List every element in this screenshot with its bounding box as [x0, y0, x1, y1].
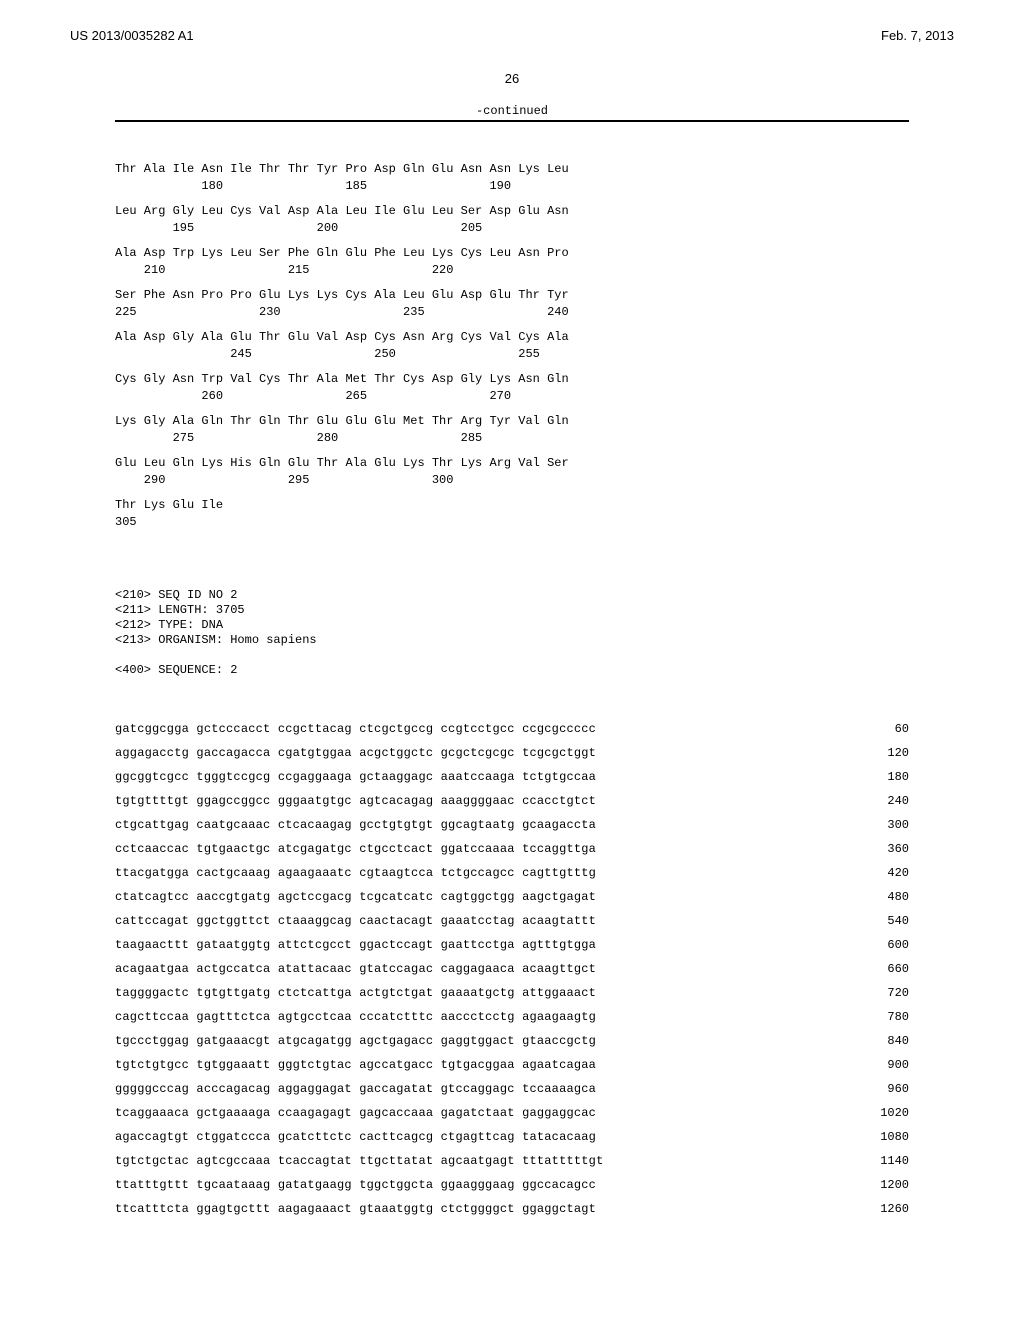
dna-sequence-text: ttcatttcta ggagtgcttt aagagaaact gtaaatg…: [115, 1202, 596, 1217]
protein-sequence-row: Ala Asp Trp Lys Leu Ser Phe Gln Glu Phe …: [115, 246, 909, 261]
dna-sequence-position: 900: [843, 1058, 909, 1073]
dna-sequence-row: agaccagtgt ctggatccca gcatcttctc cacttca…: [115, 1130, 909, 1145]
dna-sequence-text: tgtctgtgcc tgtggaaatt gggtctgtac agccatg…: [115, 1058, 596, 1073]
dna-sequence-position: 600: [843, 938, 909, 953]
dna-sequence-position: 720: [843, 986, 909, 1001]
divider-line: [115, 120, 909, 122]
dna-sequence-row: ttcatttcta ggagtgcttt aagagaaact gtaaatg…: [115, 1202, 909, 1217]
sequence-meta-seq_id: <210> SEQ ID NO 2: [115, 588, 909, 603]
dna-sequence-row: cctcaaccac tgtgaactgc atcgagatgc ctgcctc…: [115, 842, 909, 857]
dna-sequence-position: 1020: [843, 1106, 909, 1121]
dna-sequence-text: taggggactc tgtgttgatg ctctcattga actgtct…: [115, 986, 596, 1001]
dna-sequence-position: 960: [843, 1082, 909, 1097]
dna-sequence-position: 780: [843, 1010, 909, 1025]
dna-sequence-row: tgtgttttgt ggagccggcc gggaatgtgc agtcaca…: [115, 794, 909, 809]
protein-sequence-row: Cys Gly Asn Trp Val Cys Thr Ala Met Thr …: [115, 372, 909, 387]
dna-sequence-position: 420: [843, 866, 909, 881]
protein-position-row: 195 200 205: [115, 221, 909, 236]
dna-sequence-row: gatcggcgga gctcccacct ccgcttacag ctcgctg…: [115, 722, 909, 737]
protein-position-row: 210 215 220: [115, 263, 909, 278]
dna-sequence-text: acagaatgaa actgccatca atattacaac gtatcca…: [115, 962, 596, 977]
dna-sequence-text: cagcttccaa gagtttctca agtgcctcaa cccatct…: [115, 1010, 596, 1025]
dna-sequence-row: tgccctggag gatgaaacgt atgcagatgg agctgag…: [115, 1034, 909, 1049]
dna-sequence-text: tcaggaaaca gctgaaaaga ccaagagagt gagcacc…: [115, 1106, 596, 1121]
publication-date: Feb. 7, 2013: [881, 28, 954, 43]
dna-sequence-text: aggagacctg gaccagacca cgatgtggaa acgctgg…: [115, 746, 596, 761]
dna-sequence-position: 540: [843, 914, 909, 929]
dna-sequence-position: 480: [843, 890, 909, 905]
dna-sequence-text: cattccagat ggctggttct ctaaaggcag caactac…: [115, 914, 596, 929]
dna-sequence-position: 660: [843, 962, 909, 977]
dna-sequence-row: acagaatgaa actgccatca atattacaac gtatcca…: [115, 962, 909, 977]
page-number: 26: [0, 71, 1024, 86]
dna-sequence-row: tgtctgtgcc tgtggaaatt gggtctgtac agccatg…: [115, 1058, 909, 1073]
dna-sequence-position: 840: [843, 1034, 909, 1049]
dna-sequence-position: 180: [843, 770, 909, 785]
protein-sequence-row: Leu Arg Gly Leu Cys Val Asp Ala Leu Ile …: [115, 204, 909, 219]
dna-sequence-text: ggcggtcgcc tgggtccgcg ccgaggaaga gctaagg…: [115, 770, 596, 785]
dna-sequence-text: ctgcattgag caatgcaaac ctcacaagag gcctgtg…: [115, 818, 596, 833]
dna-sequence-row: ctatcagtcc aaccgtgatg agctccgacg tcgcatc…: [115, 890, 909, 905]
dna-sequence-position: 1260: [843, 1202, 909, 1217]
dna-sequence-text: cctcaaccac tgtgaactgc atcgagatgc ctgcctc…: [115, 842, 596, 857]
protein-position-row: 275 280 285: [115, 431, 909, 446]
dna-sequence-row: ctgcattgag caatgcaaac ctcacaagag gcctgtg…: [115, 818, 909, 833]
protein-position-row: 180 185 190: [115, 179, 909, 194]
sequence-meta-organism: <213> ORGANISM: Homo sapiens: [115, 633, 909, 648]
dna-sequence-row: taggggactc tgtgttgatg ctctcattga actgtct…: [115, 986, 909, 1001]
dna-sequence-row: ttatttgttt tgcaataaag gatatgaagg tggctgg…: [115, 1178, 909, 1193]
patent-number: US 2013/0035282 A1: [70, 28, 194, 43]
dna-sequence-row: tgtctgctac agtcgccaaa tcaccagtat ttgctta…: [115, 1154, 909, 1169]
protein-sequence-row: Glu Leu Gln Lys His Gln Glu Thr Ala Glu …: [115, 456, 909, 471]
dna-sequence-text: agaccagtgt ctggatccca gcatcttctc cacttca…: [115, 1130, 596, 1145]
dna-sequence-row: tcaggaaaca gctgaaaaga ccaagagagt gagcacc…: [115, 1106, 909, 1121]
dna-sequence-text: gatcggcgga gctcccacct ccgcttacag ctcgctg…: [115, 722, 596, 737]
dna-sequence-position: 1140: [843, 1154, 909, 1169]
dna-sequence-position: 60: [843, 722, 909, 737]
dna-sequence-position: 240: [843, 794, 909, 809]
protein-sequence-row: Thr Ala Ile Asn Ile Thr Thr Tyr Pro Asp …: [115, 162, 909, 177]
sequence-label: <400> SEQUENCE: 2: [115, 663, 909, 678]
dna-sequence-text: taagaacttt gataatggtg attctcgcct ggactcc…: [115, 938, 596, 953]
protein-position-row: 245 250 255: [115, 347, 909, 362]
protein-position-row: 260 265 270: [115, 389, 909, 404]
dna-sequence-row: ggcggtcgcc tgggtccgcg ccgaggaaga gctaagg…: [115, 770, 909, 785]
dna-sequence-text: tgtgttttgt ggagccggcc gggaatgtgc agtcaca…: [115, 794, 596, 809]
dna-sequence-row: taagaacttt gataatggtg attctcgcct ggactcc…: [115, 938, 909, 953]
dna-sequence-position: 360: [843, 842, 909, 857]
protein-sequence-row: Lys Gly Ala Gln Thr Gln Thr Glu Glu Glu …: [115, 414, 909, 429]
dna-sequence-text: ctatcagtcc aaccgtgatg agctccgacg tcgcatc…: [115, 890, 596, 905]
dna-sequence-text: tgccctggag gatgaaacgt atgcagatgg agctgag…: [115, 1034, 596, 1049]
dna-sequence-row: cattccagat ggctggttct ctaaaggcag caactac…: [115, 914, 909, 929]
protein-sequence-row: Ala Asp Gly Ala Glu Thr Glu Val Asp Cys …: [115, 330, 909, 345]
protein-position-row: 305: [115, 515, 909, 530]
protein-sequence-row: Ser Phe Asn Pro Pro Glu Lys Lys Cys Ala …: [115, 288, 909, 303]
protein-sequence-row: Thr Lys Glu Ile: [115, 498, 909, 513]
dna-sequence-text: ttatttgttt tgcaataaag gatatgaagg tggctgg…: [115, 1178, 596, 1193]
dna-sequence-position: 120: [843, 746, 909, 761]
dna-sequence-position: 1080: [843, 1130, 909, 1145]
sequence-meta-length: <211> LENGTH: 3705: [115, 603, 909, 618]
protein-position-row: 225 230 235 240: [115, 305, 909, 320]
dna-sequence-row: ttacgatgga cactgcaaag agaagaaatc cgtaagt…: [115, 866, 909, 881]
dna-sequence-text: tgtctgctac agtcgccaaa tcaccagtat ttgctta…: [115, 1154, 603, 1169]
sequence-meta-type: <212> TYPE: DNA: [115, 618, 909, 633]
dna-sequence-text: gggggcccag acccagacag aggaggagat gaccaga…: [115, 1082, 596, 1097]
dna-sequence-position: 300: [843, 818, 909, 833]
dna-sequence-row: cagcttccaa gagtttctca agtgcctcaa cccatct…: [115, 1010, 909, 1025]
protein-position-row: 290 295 300: [115, 473, 909, 488]
dna-sequence-row: gggggcccag acccagacag aggaggagat gaccaga…: [115, 1082, 909, 1097]
continued-label: -continued: [115, 104, 909, 118]
dna-sequence-row: aggagacctg gaccagacca cgatgtggaa acgctgg…: [115, 746, 909, 761]
dna-sequence-position: 1200: [843, 1178, 909, 1193]
dna-sequence-text: ttacgatgga cactgcaaag agaagaaatc cgtaagt…: [115, 866, 596, 881]
sequence-listing: Thr Ala Ile Asn Ile Thr Thr Tyr Pro Asp …: [115, 132, 909, 1256]
